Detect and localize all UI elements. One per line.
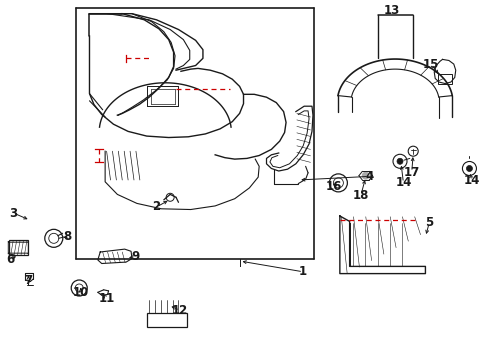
Circle shape bbox=[466, 166, 471, 171]
Text: 6: 6 bbox=[7, 253, 15, 266]
Text: 13: 13 bbox=[383, 4, 400, 17]
Text: 5: 5 bbox=[425, 216, 432, 229]
Text: 11: 11 bbox=[98, 292, 115, 305]
Text: 8: 8 bbox=[63, 230, 71, 243]
Text: 2: 2 bbox=[152, 201, 160, 213]
Text: 15: 15 bbox=[422, 58, 439, 71]
Text: 18: 18 bbox=[352, 189, 368, 202]
Text: 1: 1 bbox=[299, 265, 306, 278]
Circle shape bbox=[361, 172, 369, 180]
Text: 9: 9 bbox=[132, 250, 140, 263]
Text: 4: 4 bbox=[365, 170, 372, 183]
Text: 17: 17 bbox=[403, 166, 419, 179]
Text: 14: 14 bbox=[394, 176, 411, 189]
Text: 7: 7 bbox=[24, 274, 32, 287]
Text: 16: 16 bbox=[325, 180, 341, 193]
Text: 10: 10 bbox=[72, 286, 89, 299]
Text: 12: 12 bbox=[171, 304, 188, 317]
Text: 3: 3 bbox=[10, 207, 18, 220]
Text: 14: 14 bbox=[463, 174, 479, 187]
Circle shape bbox=[396, 158, 402, 164]
